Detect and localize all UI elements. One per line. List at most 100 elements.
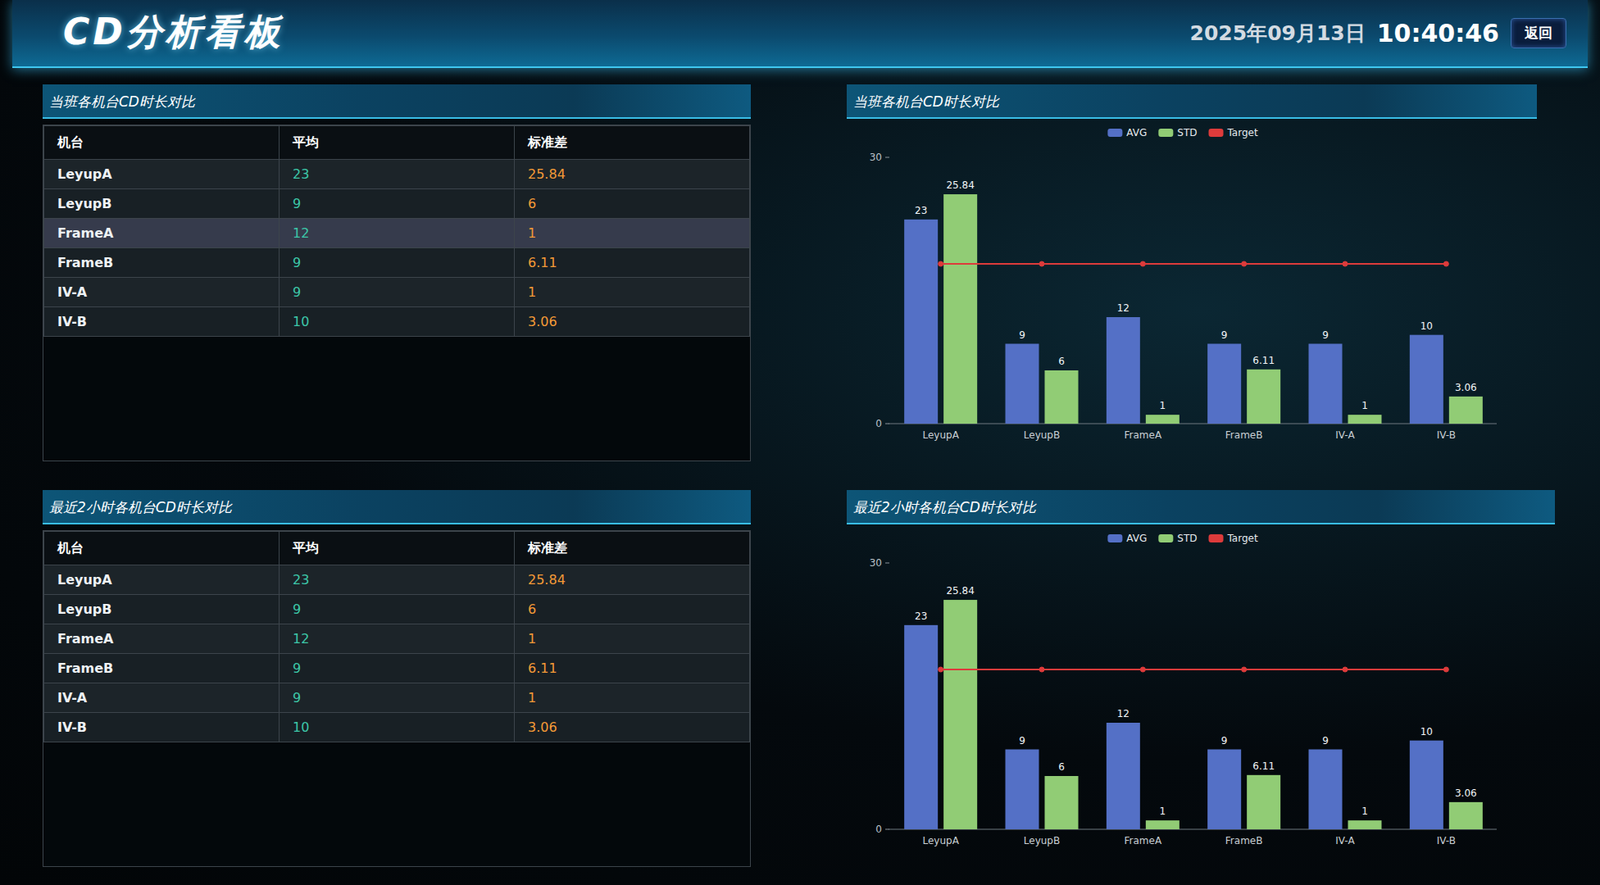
x-tick-label: IV-B [1436, 835, 1456, 847]
back-button[interactable]: 返回 [1510, 18, 1567, 49]
table-row: LeyupA2325.84 [44, 159, 750, 190]
table-row: FrameA121 [44, 218, 750, 249]
data-label: 6 [1058, 355, 1065, 368]
plot-marks [904, 194, 1483, 424]
panel-title-bar: 最近2小时各机台CD时长对比 [42, 490, 751, 525]
table-cell: LeyupB [44, 189, 280, 219]
table-cell: 1 [514, 624, 750, 655]
chart-title: 最近2小时各机台CD时长对比 [853, 498, 1037, 518]
panel-title: 当班各机台CD时长对比 [49, 92, 196, 112]
data-table: 机台平均标准差LeyupA2325.84LeyupB96FrameA121Fra… [43, 125, 750, 337]
data-table: 机台平均标准差LeyupA2325.84LeyupB96FrameA121Fra… [43, 531, 750, 743]
x-tick-label: IV-A [1335, 835, 1355, 847]
table-row: LeyupB96 [44, 595, 750, 625]
x-tick-label: FrameA [1124, 835, 1163, 847]
plot-marks [904, 600, 1483, 830]
bar [1207, 344, 1241, 425]
table-cell: LeyupB [44, 595, 280, 625]
x-tick-label: LeyupA [922, 429, 960, 441]
x-axis [888, 423, 1497, 425]
legend: AVGSTDTarget [1107, 127, 1259, 139]
bar [1207, 750, 1241, 831]
column-header: 标准差 [514, 126, 750, 160]
data-label: 1 [1159, 400, 1167, 412]
legend-swatch [1158, 534, 1173, 543]
x-tick-label: FrameB [1225, 429, 1264, 441]
header-title: CD分析看板 [63, 8, 284, 57]
line-marker [1443, 261, 1449, 267]
table-cell: 1 [514, 683, 750, 714]
data-label: 12 [1117, 302, 1130, 314]
bar [1449, 396, 1483, 424]
bar [1005, 344, 1040, 425]
bar [1145, 414, 1180, 424]
table-cell: 10 [279, 307, 515, 337]
bar [1309, 750, 1343, 831]
table-cell: 23 [279, 159, 515, 190]
table-row: IV-B103.06 [44, 713, 750, 743]
legend-swatch [1158, 128, 1173, 137]
x-tick-label: FrameA [1124, 429, 1163, 441]
line-marker [1443, 667, 1449, 673]
table-cell: 9 [279, 654, 515, 684]
table-cell: IV-A [44, 683, 280, 714]
table-cell: 12 [279, 218, 515, 249]
line-marker [1039, 667, 1045, 673]
data-label: 25.84 [945, 585, 974, 597]
table-row: IV-A91 [44, 277, 750, 308]
table-cell: FrameA [44, 218, 280, 249]
table-row: FrameB96.11 [44, 248, 750, 278]
bar [1348, 414, 1382, 424]
bar [943, 600, 978, 830]
line-marker [1241, 261, 1247, 267]
line-marker [938, 667, 944, 673]
bar [1449, 802, 1483, 830]
line [940, 668, 1447, 671]
bar [1106, 722, 1141, 830]
header-date: 2025年09月13日 [1190, 19, 1366, 47]
y-tick-label: 0 [875, 823, 882, 836]
line-marker [1140, 261, 1146, 267]
table-cell: 6 [514, 595, 750, 625]
header-right: 2025年09月13日10:40:46返回 [1190, 18, 1567, 49]
data-label: 6.11 [1252, 354, 1275, 367]
table-box: 机台平均标准差LeyupA2325.84LeyupB96FrameA121Fra… [42, 530, 751, 868]
line-marker [1342, 261, 1348, 267]
table-row: IV-B103.06 [44, 307, 750, 337]
x-tick-label: IV-B [1436, 429, 1456, 441]
data-label: 9 [1322, 329, 1329, 341]
data-label: 9 [1018, 735, 1026, 747]
table-cell: 1 [514, 277, 750, 308]
y-tick-label: 30 [869, 557, 882, 569]
table-cell: 9 [279, 595, 515, 625]
header-row: 机台平均标准差 [44, 531, 750, 566]
table-cell: 6 [514, 189, 750, 219]
chart-title: 当班各机台CD时长对比 [853, 92, 1000, 112]
x-tick-label: FrameB [1225, 835, 1264, 847]
panel-title-bar: 当班各机台CD时长对比 [846, 84, 1537, 119]
table-cell: 25.84 [514, 159, 750, 190]
bar [1246, 369, 1281, 424]
panel-title-bar: 当班各机台CD时长对比 [42, 84, 751, 119]
table-cell: 25.84 [514, 565, 750, 596]
table-box: 机台平均标准差LeyupA2325.84LeyupB96FrameA121Fra… [42, 124, 751, 462]
table-row: IV-A91 [44, 683, 750, 714]
panel-title: 最近2小时各机台CD时长对比 [49, 498, 232, 518]
panel-title-bar: 最近2小时各机台CD时长对比 [846, 490, 1555, 525]
bar [1005, 750, 1040, 831]
column-header: 平均 [279, 531, 515, 566]
column-header: 标准差 [514, 531, 750, 566]
legend-label: AVG [1126, 127, 1147, 139]
legend-label: STD [1177, 532, 1197, 545]
x-tick-label: IV-A [1335, 429, 1355, 441]
data-label: 1 [1361, 400, 1369, 412]
bar [1409, 335, 1444, 424]
bar [1309, 344, 1343, 425]
table-cell: FrameB [44, 248, 280, 278]
line-marker [1241, 667, 1247, 673]
legend-swatch [1209, 534, 1224, 543]
column-header: 平均 [279, 126, 515, 160]
data-labels: 23912991025.84616.1113.06 [914, 179, 1478, 412]
table-cell: 10 [279, 713, 515, 743]
legend-swatch [1209, 128, 1224, 137]
